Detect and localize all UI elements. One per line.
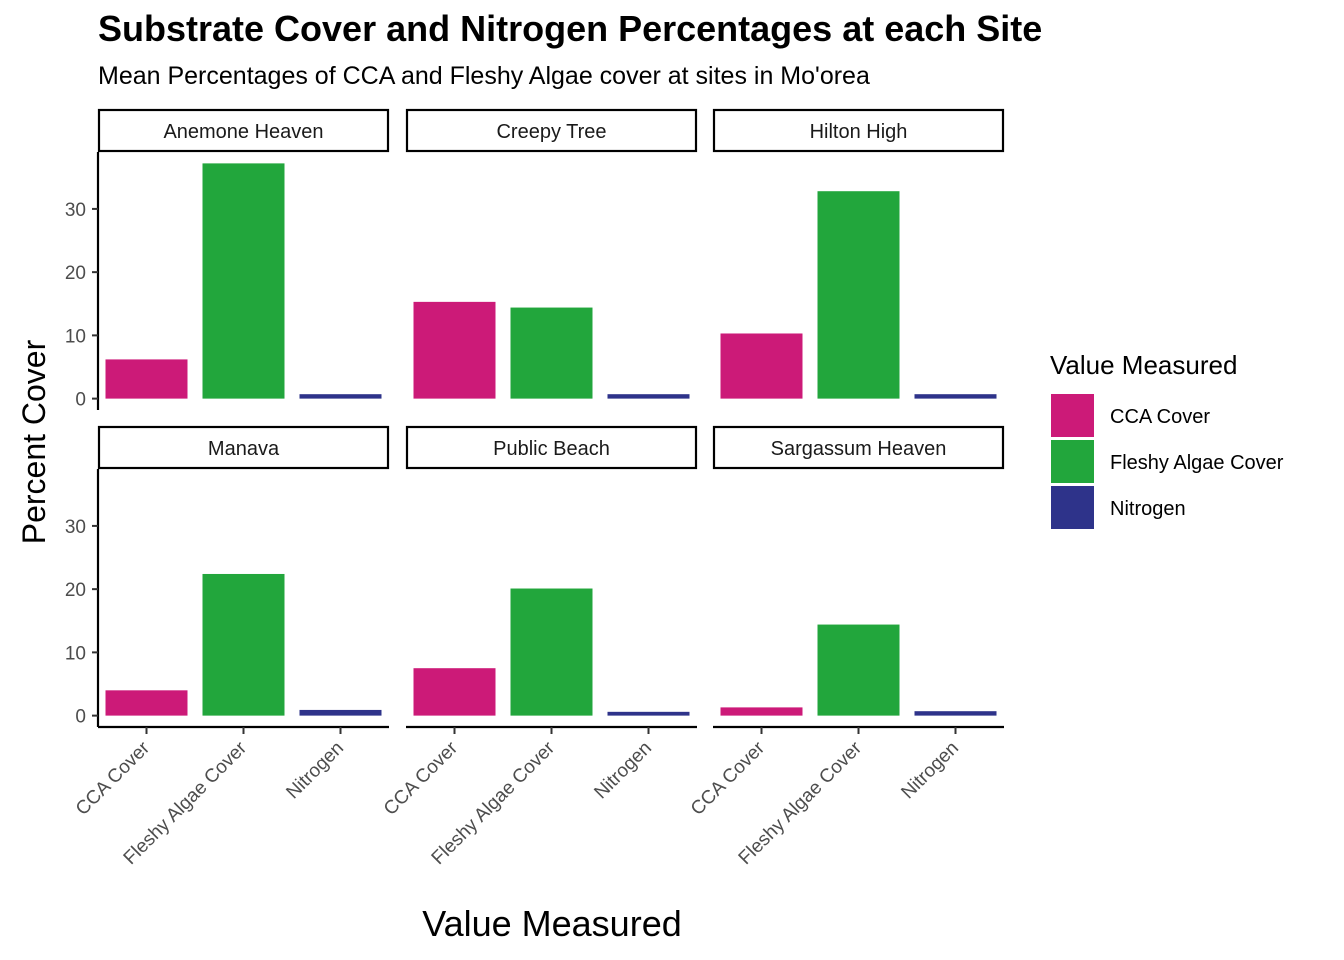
- bar: [299, 394, 382, 399]
- bar: [105, 359, 188, 399]
- bar: [299, 709, 382, 716]
- y-axis-title: Percent Cover: [16, 339, 52, 544]
- x-tick-label: Nitrogen: [897, 738, 963, 804]
- x-tick-label: CCA Cover: [72, 737, 155, 820]
- x-tick-label: CCA Cover: [687, 737, 770, 820]
- y-tick-label: 0: [75, 390, 86, 411]
- legend-label: CCA Cover: [1110, 406, 1210, 428]
- chart-subtitle: Mean Percentages of CCA and Fleshy Algae…: [98, 62, 870, 90]
- facet-label: Hilton High: [810, 121, 908, 143]
- y-tick-label: 10: [65, 643, 86, 664]
- bar: [607, 394, 690, 399]
- bar: [817, 191, 900, 399]
- bar: [720, 707, 803, 716]
- facet-panel: Creepy Tree: [405, 108, 698, 399]
- bar: [202, 573, 285, 716]
- legend-label: Nitrogen: [1110, 498, 1186, 520]
- legend-swatch: [1051, 486, 1094, 529]
- legend: Value Measured CCA Cover Fleshy Algae Cov…: [1050, 350, 1284, 529]
- legend-swatch: [1051, 394, 1094, 437]
- legend-title: Value Measured: [1050, 350, 1237, 380]
- bar: [510, 588, 593, 716]
- bar: [607, 711, 690, 716]
- facet-panel: Anemone Heaven 0 10 20 30: [65, 108, 390, 411]
- y-tick-label: 30: [65, 517, 86, 538]
- bar: [202, 163, 285, 399]
- facet-label: Creepy Tree: [496, 121, 606, 143]
- facet-label: Manava: [208, 438, 280, 460]
- bar: [413, 668, 496, 716]
- y-tick-label: 20: [65, 263, 86, 284]
- bar: [817, 624, 900, 716]
- y-tick-label: 0: [75, 707, 86, 728]
- bar: [720, 333, 803, 399]
- bar: [413, 301, 496, 399]
- legend-label: Fleshy Algae Cover: [1110, 452, 1284, 474]
- facet-strip: [405, 108, 698, 153]
- facet-label: Anemone Heaven: [163, 121, 323, 143]
- x-tick-label: Nitrogen: [282, 738, 348, 804]
- chart-title: Substrate Cover and Nitrogen Percentages…: [98, 8, 1043, 49]
- bar: [510, 307, 593, 399]
- x-axis-title: Value Measured: [422, 903, 682, 944]
- bar: [914, 394, 997, 399]
- x-tick-label: CCA Cover: [380, 737, 463, 820]
- facet-strip: [712, 108, 1005, 153]
- facet-panel: Hilton High: [712, 108, 1005, 399]
- y-tick-label: 10: [65, 326, 86, 347]
- facet-strip: [97, 425, 390, 470]
- x-tick-label: Nitrogen: [590, 738, 656, 804]
- facet-strip: [97, 108, 390, 153]
- legend-swatch: [1051, 440, 1094, 483]
- y-tick-label: 30: [65, 200, 86, 221]
- bar: [105, 690, 188, 716]
- facet-strip: [405, 425, 698, 470]
- facet-panels: Anemone Heaven 0 10 20 30 Creepy Tree Hilton H…: [65, 108, 1005, 869]
- bar: [914, 711, 997, 716]
- facet-label: Sargassum Heaven: [771, 438, 947, 460]
- y-tick-label: 20: [65, 580, 86, 601]
- facet-strip: [712, 425, 1005, 470]
- facet-label: Public Beach: [493, 438, 610, 460]
